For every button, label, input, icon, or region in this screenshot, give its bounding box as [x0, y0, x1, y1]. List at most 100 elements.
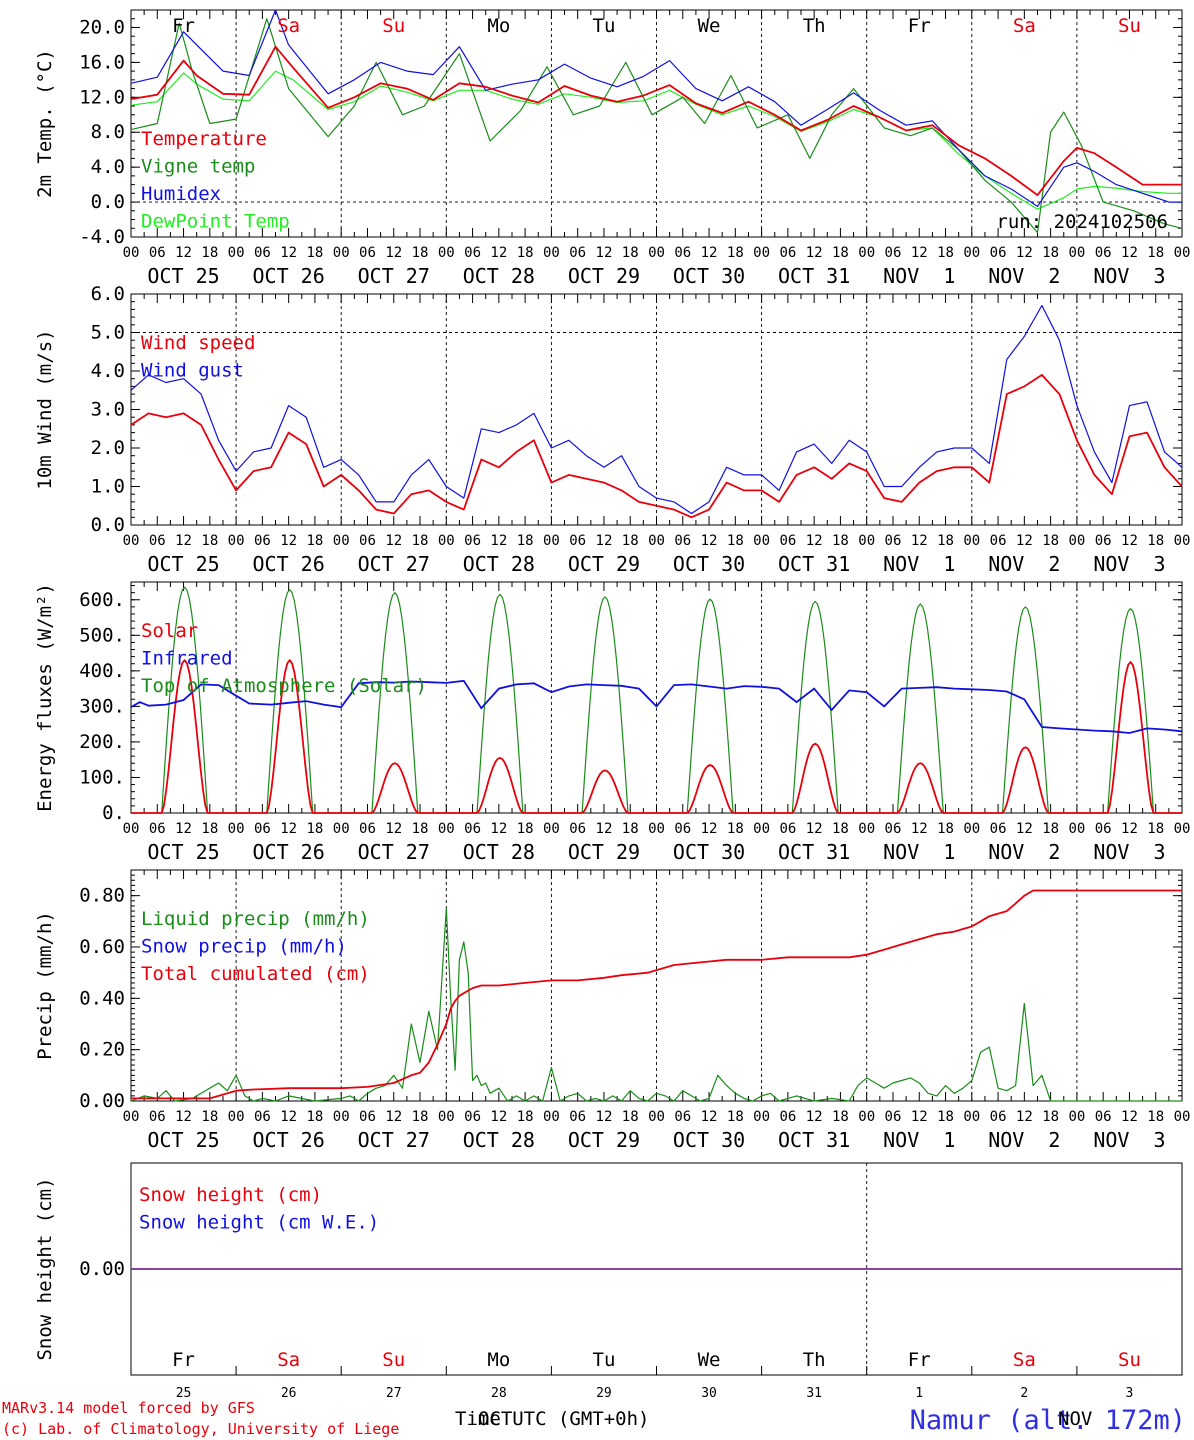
hour-tick-label: 00	[333, 533, 350, 549]
hour-tick-label: 12	[701, 1109, 718, 1125]
hour-tick-label: 12	[806, 245, 823, 261]
hour-tick-label: 12	[1016, 821, 1033, 837]
hour-tick-label: 18	[727, 1109, 744, 1125]
day-name-label: Sa	[1013, 1349, 1036, 1371]
hour-tick-label: 18	[727, 533, 744, 549]
hour-tick-label: 00	[123, 1109, 140, 1125]
credit-line-2: (c) Lab. of Climatology, University of L…	[2, 1420, 399, 1438]
hour-tick-label: 18	[306, 821, 323, 837]
hour-tick-label: 12	[280, 1109, 297, 1125]
hour-tick-label: 18	[1042, 245, 1059, 261]
hour-tick-label: 00	[753, 245, 770, 261]
y-tick-label: 4.0	[91, 156, 125, 178]
y-tick-label: 0.80	[79, 885, 125, 907]
y-tick-label: 0.40	[79, 987, 125, 1009]
date-label: OCT 31	[778, 840, 850, 864]
day-name-label: Su	[382, 1349, 405, 1371]
hour-tick-label: 06	[254, 1109, 271, 1125]
hour-tick-label: 06	[990, 533, 1007, 549]
hour-tick-label: 18	[201, 821, 218, 837]
y-axis-title: 2m Temp. (°C)	[34, 49, 56, 198]
hour-tick-label: 00	[333, 1109, 350, 1125]
hour-tick-label: 12	[175, 821, 192, 837]
date-label: OCT 31	[778, 552, 850, 576]
hour-tick-label: 12	[596, 533, 613, 549]
hour-tick-label: 00	[543, 245, 560, 261]
hour-tick-label: 18	[412, 533, 429, 549]
date-label: NOV 1	[883, 840, 955, 864]
legend-entry: Solar	[141, 620, 198, 642]
day-number-label: 27	[386, 1386, 402, 1401]
hour-tick-label: 00	[648, 821, 665, 837]
day-name-label: Su	[382, 15, 405, 37]
hour-tick-label: 12	[1121, 821, 1138, 837]
hour-tick-label: 06	[149, 245, 166, 261]
hour-tick-label: 06	[779, 821, 796, 837]
date-label: NOV 2	[988, 264, 1060, 288]
date-label: NOV 2	[988, 840, 1060, 864]
date-label: NOV 3	[1093, 840, 1165, 864]
date-label: OCT 25	[147, 264, 219, 288]
hour-tick-label: 18	[201, 533, 218, 549]
hour-tick-label: 18	[306, 1109, 323, 1125]
grid-layer	[130, 9, 1183, 1376]
hour-tick-label: 12	[385, 1109, 402, 1125]
date-label: OCT 28	[463, 840, 535, 864]
hour-tick-label: 06	[569, 533, 586, 549]
legend-entry: Wind gust	[141, 360, 244, 382]
date-label: OCT 28	[463, 264, 535, 288]
day-name-label: Th	[803, 15, 826, 37]
hour-tick-label: 00	[123, 533, 140, 549]
hour-tick-label: 18	[1147, 533, 1164, 549]
series-line-dewpoint-temp	[130, 70, 1182, 210]
hour-tick-label: 00	[333, 821, 350, 837]
y-tick-label: 8.0	[91, 121, 125, 143]
date-label: OCT 29	[568, 552, 640, 576]
hour-tick-label: 06	[254, 821, 271, 837]
hour-tick-label: 00	[648, 245, 665, 261]
hour-tick-label: 06	[464, 1109, 481, 1125]
date-label: NOV 1	[883, 552, 955, 576]
series-line-infrared	[130, 679, 1183, 734]
hour-tick-label: 00	[858, 245, 875, 261]
hour-tick-label: 00	[438, 821, 455, 837]
day-number-label: 2	[1020, 1386, 1028, 1401]
hour-tick-label: 12	[280, 245, 297, 261]
date-label: NOV 1	[883, 264, 955, 288]
date-label: OCT 29	[568, 264, 640, 288]
hour-tick-label: 12	[911, 245, 928, 261]
y-tick-label: 100.	[79, 766, 125, 788]
date-label: OCT 28	[463, 552, 535, 576]
hour-tick-label: 12	[1016, 245, 1033, 261]
legend-entry: Liquid precip (mm/h)	[141, 908, 370, 930]
hour-tick-label: 06	[1095, 245, 1112, 261]
hour-tick-label: 00	[1174, 245, 1191, 261]
series-line-total-cumulated-cm-	[131, 889, 1182, 1100]
hour-tick-label: 18	[727, 821, 744, 837]
date-label: OCT 26	[253, 264, 325, 288]
day-number-label: 3	[1126, 1386, 1134, 1401]
day-number-label: 29	[596, 1386, 612, 1401]
hour-tick-label: 00	[228, 1109, 245, 1125]
hour-tick-label: 18	[517, 821, 534, 837]
day-name-label: Su	[1118, 15, 1141, 37]
hour-tick-label: 06	[359, 245, 376, 261]
hour-tick-label: 06	[885, 1109, 902, 1125]
series-line-wind-speed	[130, 373, 1183, 519]
legend-entry: Snow precip (mm/h)	[141, 936, 347, 958]
hour-tick-label: 06	[359, 533, 376, 549]
hour-tick-label: 06	[674, 245, 691, 261]
series-line-solar	[131, 659, 1182, 814]
hour-tick-label: 00	[543, 533, 560, 549]
day-number-label: 26	[281, 1386, 297, 1401]
hour-tick-label: 12	[806, 821, 823, 837]
hour-tick-label: 18	[201, 245, 218, 261]
legend-entry: Vigne temp	[141, 156, 255, 178]
y-tick-label: -4.0	[79, 226, 125, 248]
y-tick-label: 6.0	[91, 283, 125, 305]
hour-tick-label: 06	[885, 533, 902, 549]
hour-tick-label: 12	[175, 245, 192, 261]
series-layer	[130, 9, 1183, 1270]
date-label: OCT 31	[778, 264, 850, 288]
hour-tick-label: 06	[885, 821, 902, 837]
